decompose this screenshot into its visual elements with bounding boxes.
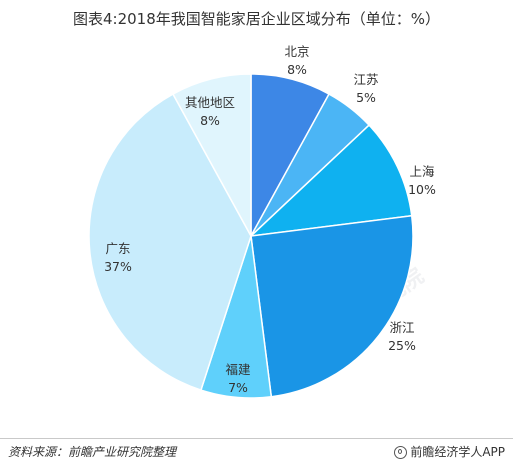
- slice-label-value: 7%: [228, 380, 248, 395]
- chart-title: 图表4:2018年我国智能家居企业区域分布（单位：%）: [72, 10, 441, 28]
- pie-slices: [88, 73, 414, 399]
- pie-slice-6: [88, 93, 252, 392]
- pie-slice-4: [250, 214, 414, 398]
- brand-credit: 前瞻经济学人APP: [394, 443, 505, 460]
- slice-label-name: 北京: [284, 44, 309, 59]
- pie-labels: 北京 8% 江苏 5% 上海 10% 浙江 25% 福建 7% 广东 37% 其他地区 8%: [104, 44, 436, 395]
- slice-label-name: 江苏: [353, 72, 378, 87]
- slice-label-name: 福建: [225, 362, 251, 377]
- pie-chart: 北京 8% 江苏 5% 上海 10% 浙江 25% 福建 7% 广东 37% 其他地区 8%: [88, 44, 436, 399]
- source-note: 资料来源：前瞻产业研究院整理: [8, 445, 177, 459]
- pie-slice-7: [171, 73, 252, 237]
- slice-label-value: 10%: [408, 182, 436, 197]
- slice-label-value: 25%: [388, 338, 416, 353]
- footer-divider: [0, 438, 513, 439]
- slice-label-value: 37%: [104, 259, 132, 274]
- footer: 资料来源：前瞻产业研究院整理 前瞻经济学人APP: [0, 438, 513, 470]
- slice-label-value: 5%: [356, 90, 376, 105]
- slice-label-name: 其他地区: [185, 95, 235, 110]
- slice-label-name: 广东: [105, 241, 130, 256]
- slice-label-name: 上海: [409, 164, 435, 179]
- pie-slice-3: [248, 124, 413, 238]
- brand-logo-icon: [394, 446, 408, 459]
- brand-name: 前瞻经济学人APP: [410, 445, 505, 459]
- slice-label-value: 8%: [287, 62, 307, 77]
- slice-label-name: 浙江: [389, 320, 414, 335]
- slice-label-value: 8%: [200, 113, 220, 128]
